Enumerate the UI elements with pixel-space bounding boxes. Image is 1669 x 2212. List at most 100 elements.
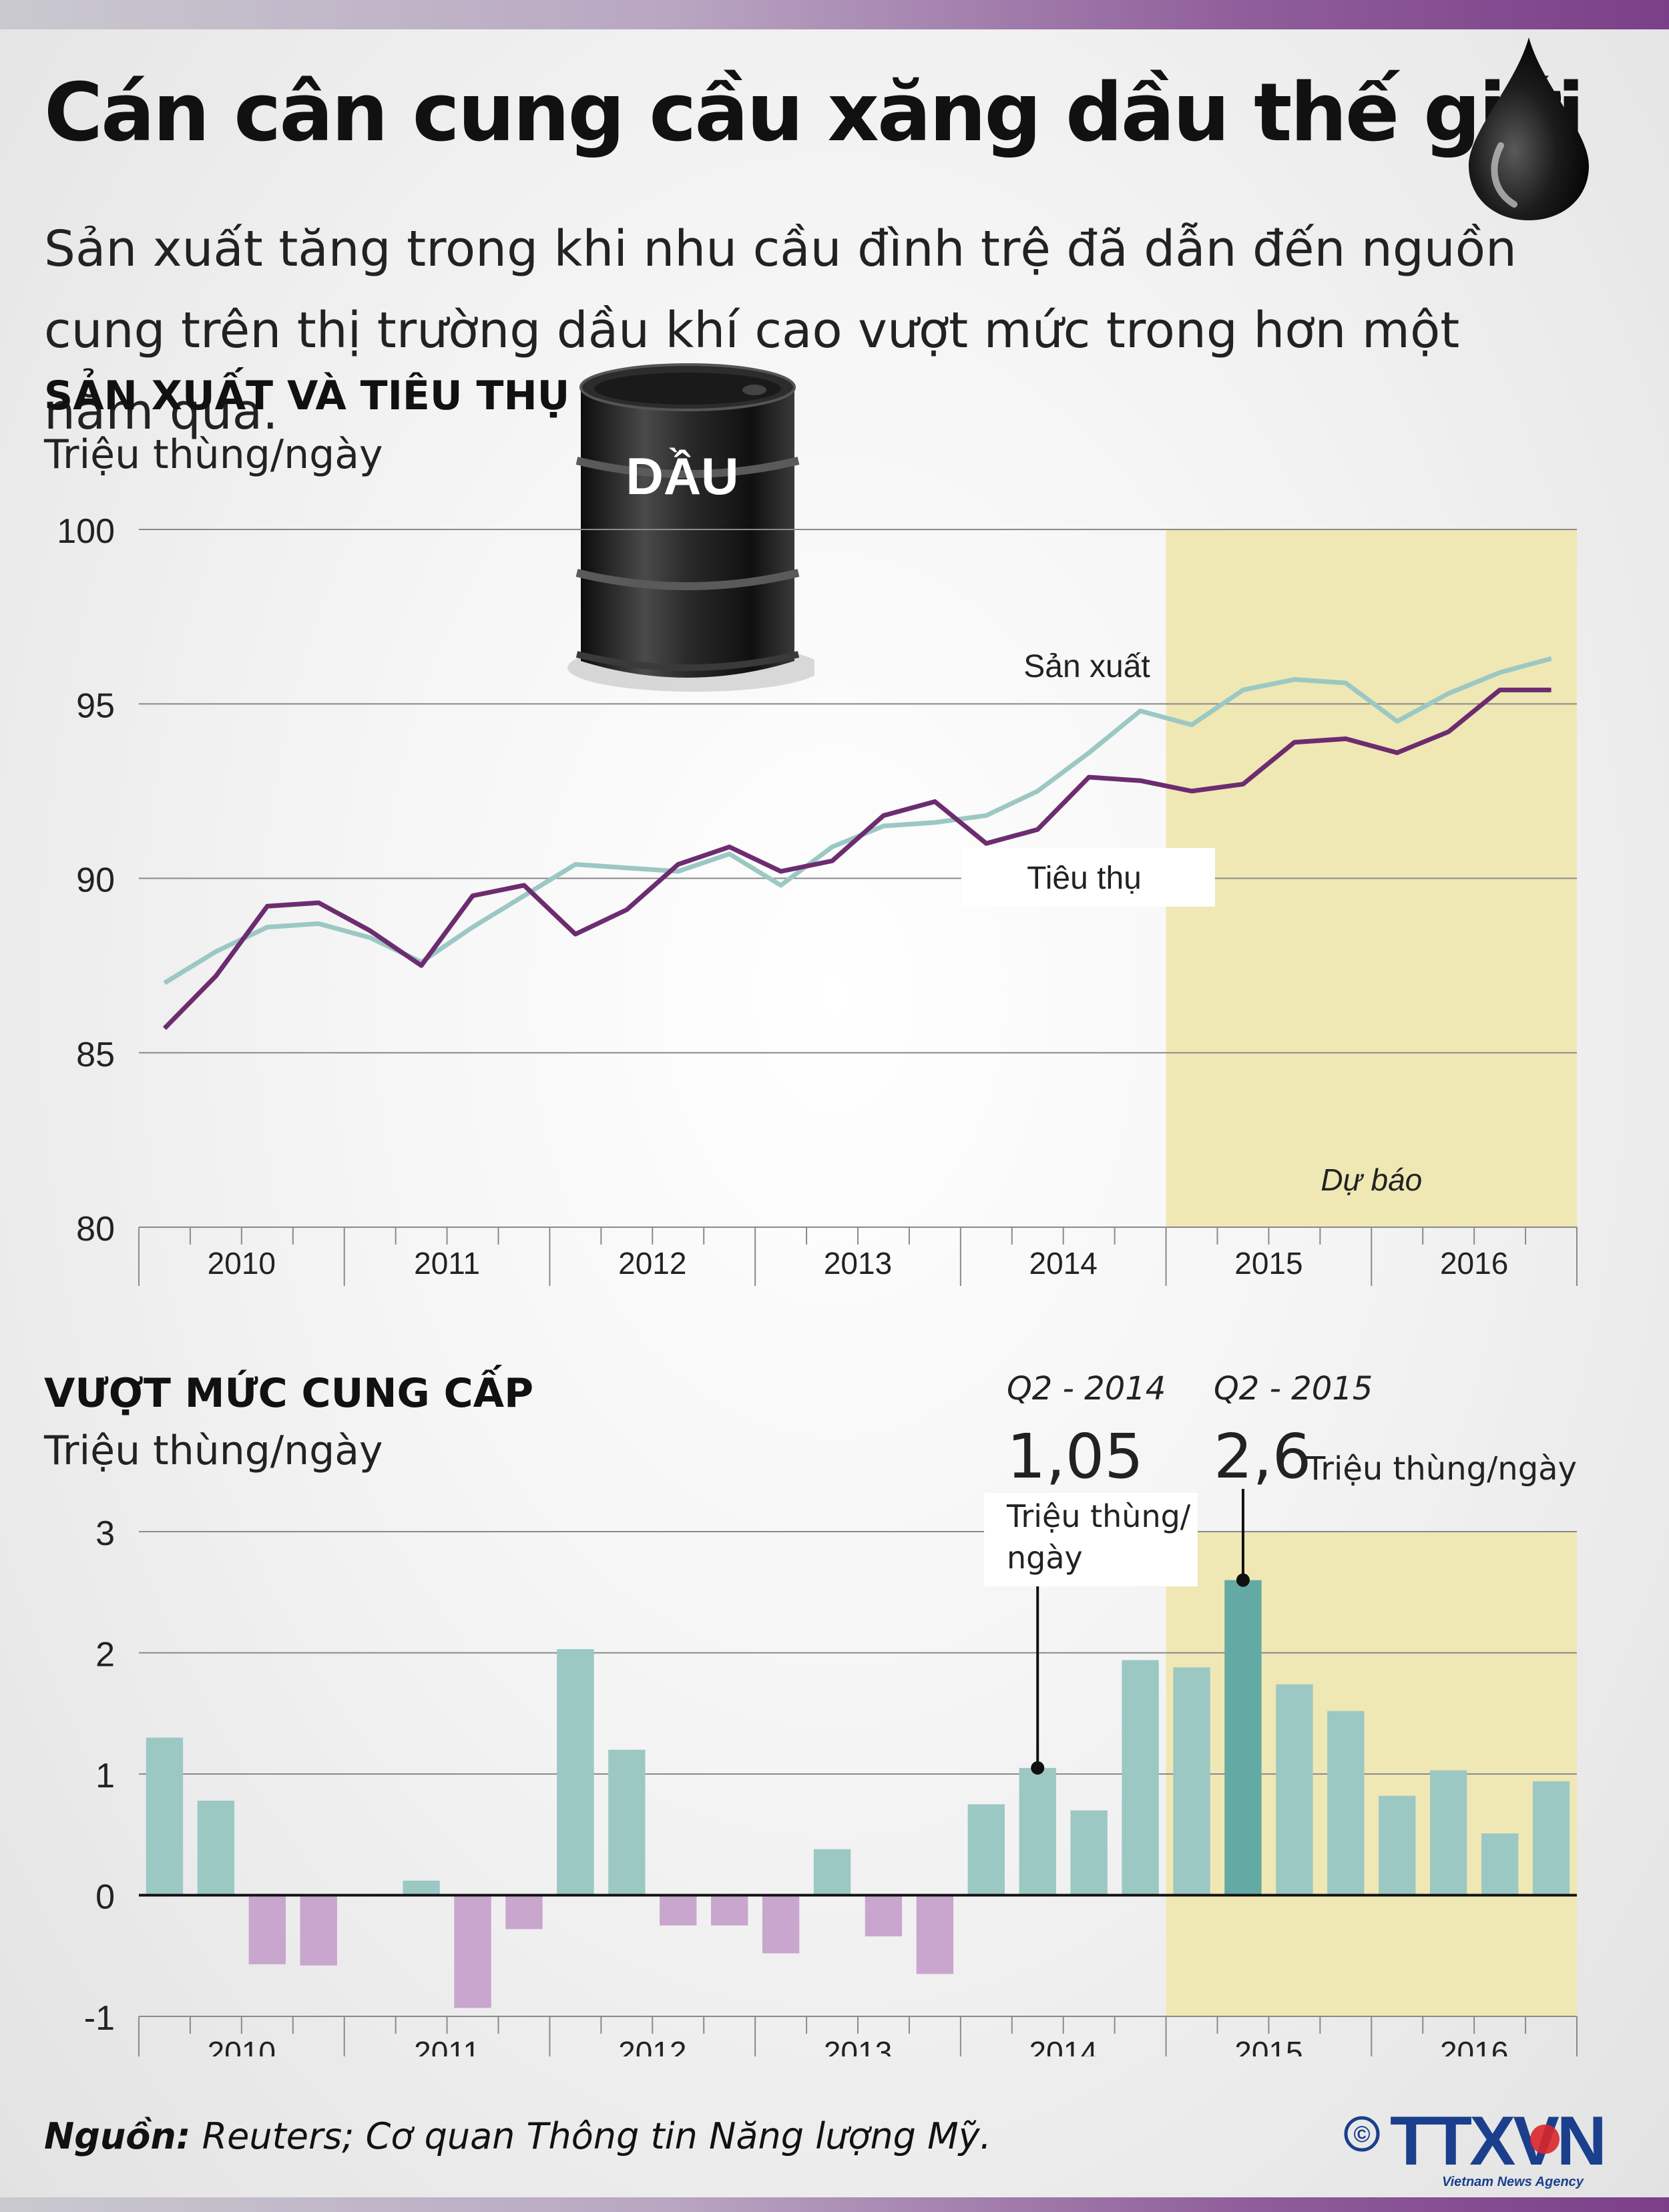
bar <box>1122 1660 1159 1896</box>
x-tick-label: 2014 <box>1029 1246 1098 1281</box>
bar <box>762 1895 800 1954</box>
ttxvn-logo: © TTXVN Vietnam News Agency <box>1344 2103 1607 2189</box>
bar <box>1532 1781 1570 1896</box>
bar <box>505 1895 543 1930</box>
bar <box>967 1804 1005 1896</box>
consumption-point <box>985 843 987 844</box>
oil-barrel-icon: DẦU <box>567 363 814 692</box>
q2-2015-value: 2,6 <box>1214 1421 1312 1492</box>
consumption-point <box>164 1028 165 1029</box>
consumption-point <box>1037 829 1038 830</box>
oversupply-chart: -1 0 1 2 3 2010 2011 2012 2013 2014 2015 2016 <box>84 1489 1578 2056</box>
x-tick-label: 2011 <box>414 2035 480 2056</box>
x-tick-label: 2014 <box>1029 2035 1098 2056</box>
source-label: Nguồn: <box>44 2115 191 2157</box>
x-tick-label: 2012 <box>618 1246 686 1281</box>
bar <box>1070 1810 1108 1896</box>
bar <box>454 1895 491 2008</box>
q2-2015-label: Q2 - 2015 <box>1214 1370 1373 1407</box>
bar <box>1173 1667 1210 1896</box>
top-gradient-bar <box>0 0 1669 29</box>
q2-2014-marker <box>1031 1761 1045 1775</box>
production-point <box>883 825 884 827</box>
page-title: Cán cân cung cầu xăng dầu thế giới <box>44 67 1585 160</box>
section1-unit: Triệu thùng/ngày <box>44 431 383 478</box>
q2-2014-label: Q2 - 2014 <box>1007 1370 1166 1407</box>
consumption-point <box>883 815 884 816</box>
bar <box>1429 1770 1467 1896</box>
bar <box>146 1737 184 1896</box>
x-tick-label: 2015 <box>1234 1246 1302 1281</box>
q2-2015-unit: Triệu thùng/ngày <box>1306 1450 1577 1488</box>
consumption-point <box>1242 783 1244 785</box>
source-text: Reuters; Cơ quan Thông tin Năng lượng Mỹ… <box>190 2115 991 2157</box>
y-tick-label: 1 <box>95 1757 115 1795</box>
production-consumption-chart: 80 85 90 95 100 2010 2011 2012 2013 2014 2015 2016 D… <box>57 512 1578 1286</box>
production-point <box>1551 658 1552 659</box>
bar <box>813 1849 851 1896</box>
y-tick-label: 100 <box>57 512 115 551</box>
consumption-label-box <box>961 848 1215 907</box>
y-tick-label: 85 <box>76 1036 115 1074</box>
production-point <box>1499 672 1501 673</box>
consumption-series-line <box>162 687 1552 1030</box>
bar <box>660 1895 697 1926</box>
logo-sub: Vietnam News Agency <box>1442 2175 1584 2189</box>
logo-copyright: © <box>1353 2122 1370 2147</box>
bar <box>1224 1580 1262 1896</box>
x-tick-label: 2010 <box>208 1246 276 1281</box>
section1-heading: SẢN XUẤT VÀ TIÊU THỤ <box>44 373 570 419</box>
production-point <box>369 937 371 938</box>
y-tick-label: -1 <box>84 1999 115 2038</box>
consumption-point <box>1345 738 1347 739</box>
production-point <box>729 853 730 855</box>
y-tick-label: 0 <box>95 1878 115 1917</box>
x-tick-label: 2010 <box>208 2035 276 2056</box>
barrel-label: DẦU <box>626 447 739 505</box>
oil-drop-icon <box>1469 37 1589 220</box>
x-tick-label: 2013 <box>824 1246 892 1281</box>
bar <box>1327 1711 1365 1896</box>
production-point <box>523 895 525 897</box>
production-series-label: Sản xuất <box>1023 649 1150 684</box>
production-point <box>1448 693 1449 694</box>
bottom-gradient-bar <box>0 2197 1669 2212</box>
x-tick-label: 2013 <box>824 2035 892 2056</box>
consumption-point <box>369 930 371 931</box>
production-point <box>318 923 319 924</box>
consumption-series-label: Tiêu thụ <box>1027 861 1142 896</box>
q2-2014-unit: Triệu thùng/ ngày <box>984 1493 1198 1586</box>
bar <box>197 1800 235 1896</box>
consumption-point <box>266 905 268 907</box>
forecast-label: Dự báo <box>1321 1162 1422 1197</box>
section2-heading: VƯỢT MỨC CUNG CẤP <box>44 1370 534 1417</box>
production-point <box>626 867 628 869</box>
bar <box>248 1895 286 1964</box>
consumption-point <box>626 909 628 911</box>
consumption-point <box>780 871 782 872</box>
bar <box>1379 1795 1416 1896</box>
y-tick-label: 90 <box>76 861 115 900</box>
q2-2015-marker <box>1236 1573 1250 1587</box>
y-tick-label: 3 <box>95 1514 115 1553</box>
q2-2014-value: 1,05 <box>1007 1421 1144 1492</box>
bar <box>557 1649 594 1896</box>
production-point <box>1088 752 1090 753</box>
bar <box>865 1895 903 1937</box>
y-tick-label: 95 <box>76 686 115 725</box>
bar <box>1019 1767 1056 1896</box>
x-tick-label: 2016 <box>1440 1246 1508 1281</box>
bar <box>1481 1833 1519 1896</box>
bar <box>403 1880 440 1896</box>
production-point <box>985 815 987 816</box>
x-tick-label: 2012 <box>618 2035 686 2056</box>
logo-text: TTXVN <box>1390 2103 1604 2180</box>
x-tick-label: 2016 <box>1440 2035 1508 2056</box>
bar <box>916 1895 954 1974</box>
x-tick-label: 2011 <box>414 1246 480 1281</box>
consumption-point <box>421 965 422 966</box>
y-tick-label: 2 <box>95 1636 115 1675</box>
subtitle: Sản xuất tăng trong khi nhu cầu đình trệ… <box>44 220 1517 441</box>
bar <box>1276 1684 1313 1896</box>
production-point <box>1345 682 1347 684</box>
